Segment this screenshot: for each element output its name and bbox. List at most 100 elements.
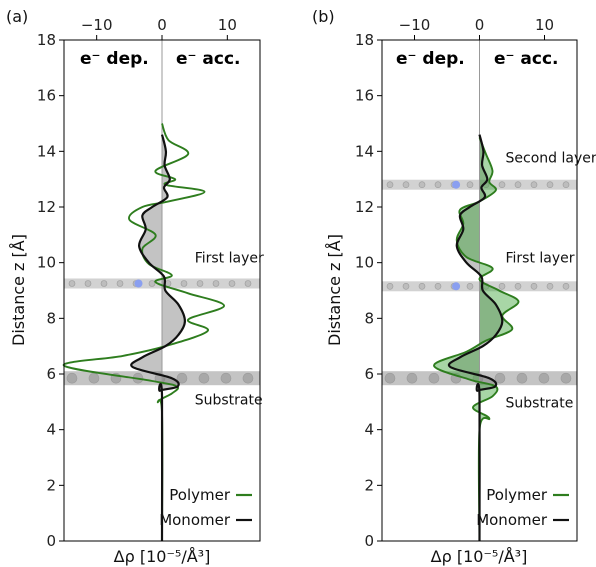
panel-b-layer-atom xyxy=(386,181,394,188)
panel-a: (a) −10 0 10 0 2 4 6 8 10 12 14 16 18 e⁻ dep. e⁻ ac… xyxy=(6,7,264,566)
panel-b-layer-atom xyxy=(498,181,506,188)
panel-a-series-polymer-line xyxy=(63,123,226,542)
panel-a-y-tick-label: 8 xyxy=(46,309,56,327)
panel-b-header-left: e⁻ dep. xyxy=(396,49,465,69)
panel-a-monomer-fill xyxy=(131,134,185,541)
panel-a-layer-atom xyxy=(180,280,188,287)
panel-a-layer-atom xyxy=(116,280,124,287)
panel-a-layer-atom xyxy=(228,280,236,287)
panel-a-legend: Polymer Monomer xyxy=(159,486,252,529)
panel-b-layer-atom xyxy=(562,282,570,290)
panel-b-y-tick-label: 6 xyxy=(364,365,374,383)
panel-a-layer-atom xyxy=(244,280,252,287)
panel-a-layer-atom xyxy=(196,280,204,287)
panel-a-annotation: First layer xyxy=(195,251,264,267)
panel-b-layer-atom xyxy=(402,181,410,188)
panel-b-y-tick-label: 4 xyxy=(364,421,374,439)
panel-b-annotation: Second layer xyxy=(506,151,596,167)
panel-a-y-ticks: 0 2 4 6 8 10 12 14 16 18 xyxy=(37,31,64,550)
panel-a-annotations: First layer Substrate xyxy=(195,251,264,409)
panel-a-layer-atom xyxy=(148,280,156,287)
panel-b-y-tick-label: 12 xyxy=(355,198,374,216)
panel-b-layer-atom xyxy=(498,282,506,290)
panel-b-legend-label-polymer: Polymer xyxy=(486,486,548,504)
panel-b-header-right: e⁻ acc. xyxy=(494,49,559,69)
panel-b-legend: Polymer Monomer xyxy=(476,486,569,529)
panel-b-layer-atom xyxy=(418,181,426,188)
panel-a-layer-atom xyxy=(212,280,220,287)
panel-b-layer-atom xyxy=(562,181,570,188)
panel-b-annotations: Second layer First layer Substrate xyxy=(506,151,596,412)
panel-b-label: (b) xyxy=(312,7,335,26)
panel-a-series-monomer-line xyxy=(130,134,186,542)
panel-a-legend-label-monomer: Monomer xyxy=(159,511,231,529)
panel-b-layer-atom xyxy=(530,181,538,188)
panel-b-layer-atom xyxy=(516,372,528,384)
panel-a-x-tick-label: −10 xyxy=(81,16,113,34)
panel-b-x-axis-label: Δρ [10⁻⁵/Å³] xyxy=(431,547,528,566)
panel-b-layer-atom xyxy=(466,282,474,290)
panel-b-annotation: First layer xyxy=(506,251,575,267)
panel-b-layer-atom xyxy=(434,282,442,290)
panel-a-y-tick-label: 14 xyxy=(37,142,56,160)
panel-a-layer-atom xyxy=(198,372,210,384)
panel-b-layer-atom xyxy=(434,181,442,188)
panel-a-x-ticks: −10 0 10 xyxy=(81,16,237,40)
panel-b-layer-atom xyxy=(466,181,474,188)
panel-b-layer-atom xyxy=(428,372,440,384)
panel-a-layer-atom xyxy=(68,280,76,287)
panel-a-annotation: Substrate xyxy=(195,393,263,409)
panel-a-y-axis-label: Distance z [Å] xyxy=(9,234,28,346)
panel-a-x-tick-label: 0 xyxy=(157,16,167,34)
panel-b: (b) −10 0 10 0 2 4 6 8 10 12 14 16 18 e⁻ dep. e⁻ ac… xyxy=(312,7,596,566)
panel-a-layer-nitrogen-atom xyxy=(134,279,143,288)
panel-b-series-polymer-line xyxy=(433,137,520,542)
panel-b-series-monomer-line xyxy=(447,134,504,542)
panel-b-layer-atom xyxy=(418,282,426,290)
panel-b-x-tick-label: 10 xyxy=(535,16,554,34)
panel-b-layer-atom xyxy=(538,372,550,384)
panel-b-layer-nitrogen-atom xyxy=(452,180,461,189)
panel-a-y-tick-label: 16 xyxy=(37,87,56,105)
panel-a-y-tick-label: 4 xyxy=(46,421,56,439)
panel-b-layer-atom xyxy=(386,282,394,290)
panel-b-layer-atom xyxy=(560,372,572,384)
panel-b-fills xyxy=(433,134,519,541)
panel-b-layer-atom xyxy=(546,282,554,290)
panel-b-x-ticks: −10 0 10 xyxy=(399,16,554,40)
panel-a-y-tick-label: 12 xyxy=(37,198,56,216)
panel-a-layer-atom xyxy=(242,372,254,384)
panel-a-layer-atom xyxy=(66,372,78,384)
panel-b-y-tick-label: 10 xyxy=(355,254,374,272)
panel-b-layer-atom xyxy=(406,372,418,384)
panel-b-y-tick-label: 2 xyxy=(364,476,374,494)
panel-b-layer-nitrogen-atom xyxy=(452,282,461,291)
panel-b-y-tick-label: 18 xyxy=(355,31,374,49)
panel-a-x-axis-label: Δρ [10⁻⁵/Å³] xyxy=(114,547,211,566)
panel-a-y-tick-label: 18 xyxy=(37,31,56,49)
panel-a-layer-atom xyxy=(84,280,92,287)
panel-a-legend-label-polymer: Polymer xyxy=(169,486,231,504)
panel-b-series xyxy=(433,134,520,542)
panel-a-layer-atom xyxy=(100,280,108,287)
panel-b-y-tick-label: 8 xyxy=(364,309,374,327)
panel-a-header-right: e⁻ acc. xyxy=(176,49,241,69)
panel-a-layer-atom xyxy=(176,372,188,384)
panel-b-x-tick-label: 0 xyxy=(475,16,485,34)
panel-a-label: (a) xyxy=(6,7,28,26)
panel-a-fills xyxy=(131,134,185,541)
panel-b-layer-atom xyxy=(402,282,410,290)
panel-b-layer-atom xyxy=(384,372,396,384)
panel-a-y-tick-label: 2 xyxy=(46,476,56,494)
panel-b-annotation: Substrate xyxy=(506,395,574,411)
panel-b-layer-atom xyxy=(514,282,522,290)
panel-a-series xyxy=(63,123,226,542)
panel-b-y-tick-label: 14 xyxy=(355,142,374,160)
panel-b-layer-atom xyxy=(494,372,506,384)
panel-b-layer-atom xyxy=(530,282,538,290)
panel-b-y-tick-label: 16 xyxy=(355,87,374,105)
panel-b-x-tick-label: −10 xyxy=(399,16,431,34)
panel-b-polymer-fill xyxy=(433,137,519,541)
panel-a-layer-atom xyxy=(88,372,100,384)
panel-a-y-tick-label: 0 xyxy=(46,532,56,550)
